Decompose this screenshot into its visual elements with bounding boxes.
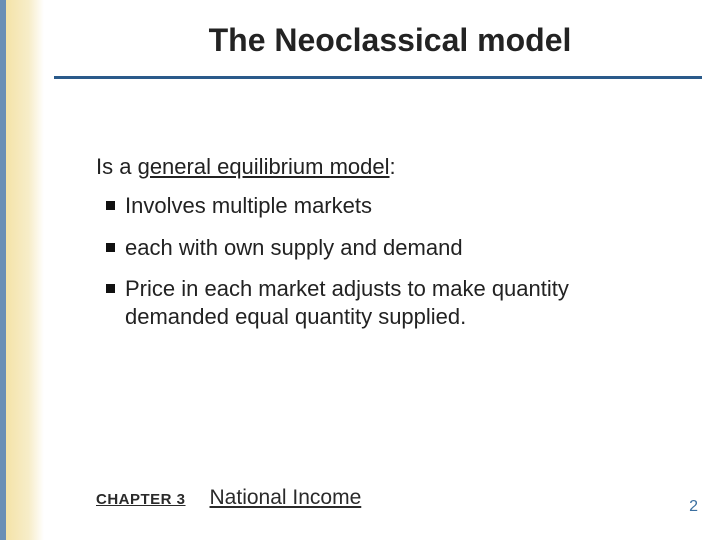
- left-gold-gradient: [6, 0, 44, 540]
- bullet-text: each with own supply and demand: [125, 234, 676, 262]
- footer-chapter: CHAPTER 3: [96, 491, 186, 508]
- left-decoration: [0, 0, 54, 540]
- intro-underlined: general equilibrium model: [138, 154, 390, 179]
- footer-subtitle: National Income: [210, 486, 362, 510]
- square-bullet-icon: [106, 243, 115, 252]
- slide-title: The Neoclassical model: [110, 22, 670, 59]
- bullet-item: each with own supply and demand: [96, 234, 676, 262]
- square-bullet-icon: [106, 201, 115, 210]
- bullet-text: Involves multiple markets: [125, 192, 676, 220]
- title-underline-rule: [54, 76, 702, 79]
- bullet-item: Price in each market adjusts to make qua…: [96, 275, 676, 330]
- intro-suffix: :: [390, 154, 396, 179]
- intro-prefix: Is a: [96, 154, 138, 179]
- intro-line: Is a general equilibrium model:: [96, 154, 676, 180]
- slide-footer: CHAPTER 3 National Income: [96, 486, 696, 510]
- bullet-text: Price in each market adjusts to make qua…: [125, 275, 676, 330]
- square-bullet-icon: [106, 284, 115, 293]
- page-number: 2: [689, 498, 698, 516]
- bullet-item: Involves multiple markets: [96, 192, 676, 220]
- slide-body: Is a general equilibrium model: Involves…: [96, 154, 676, 344]
